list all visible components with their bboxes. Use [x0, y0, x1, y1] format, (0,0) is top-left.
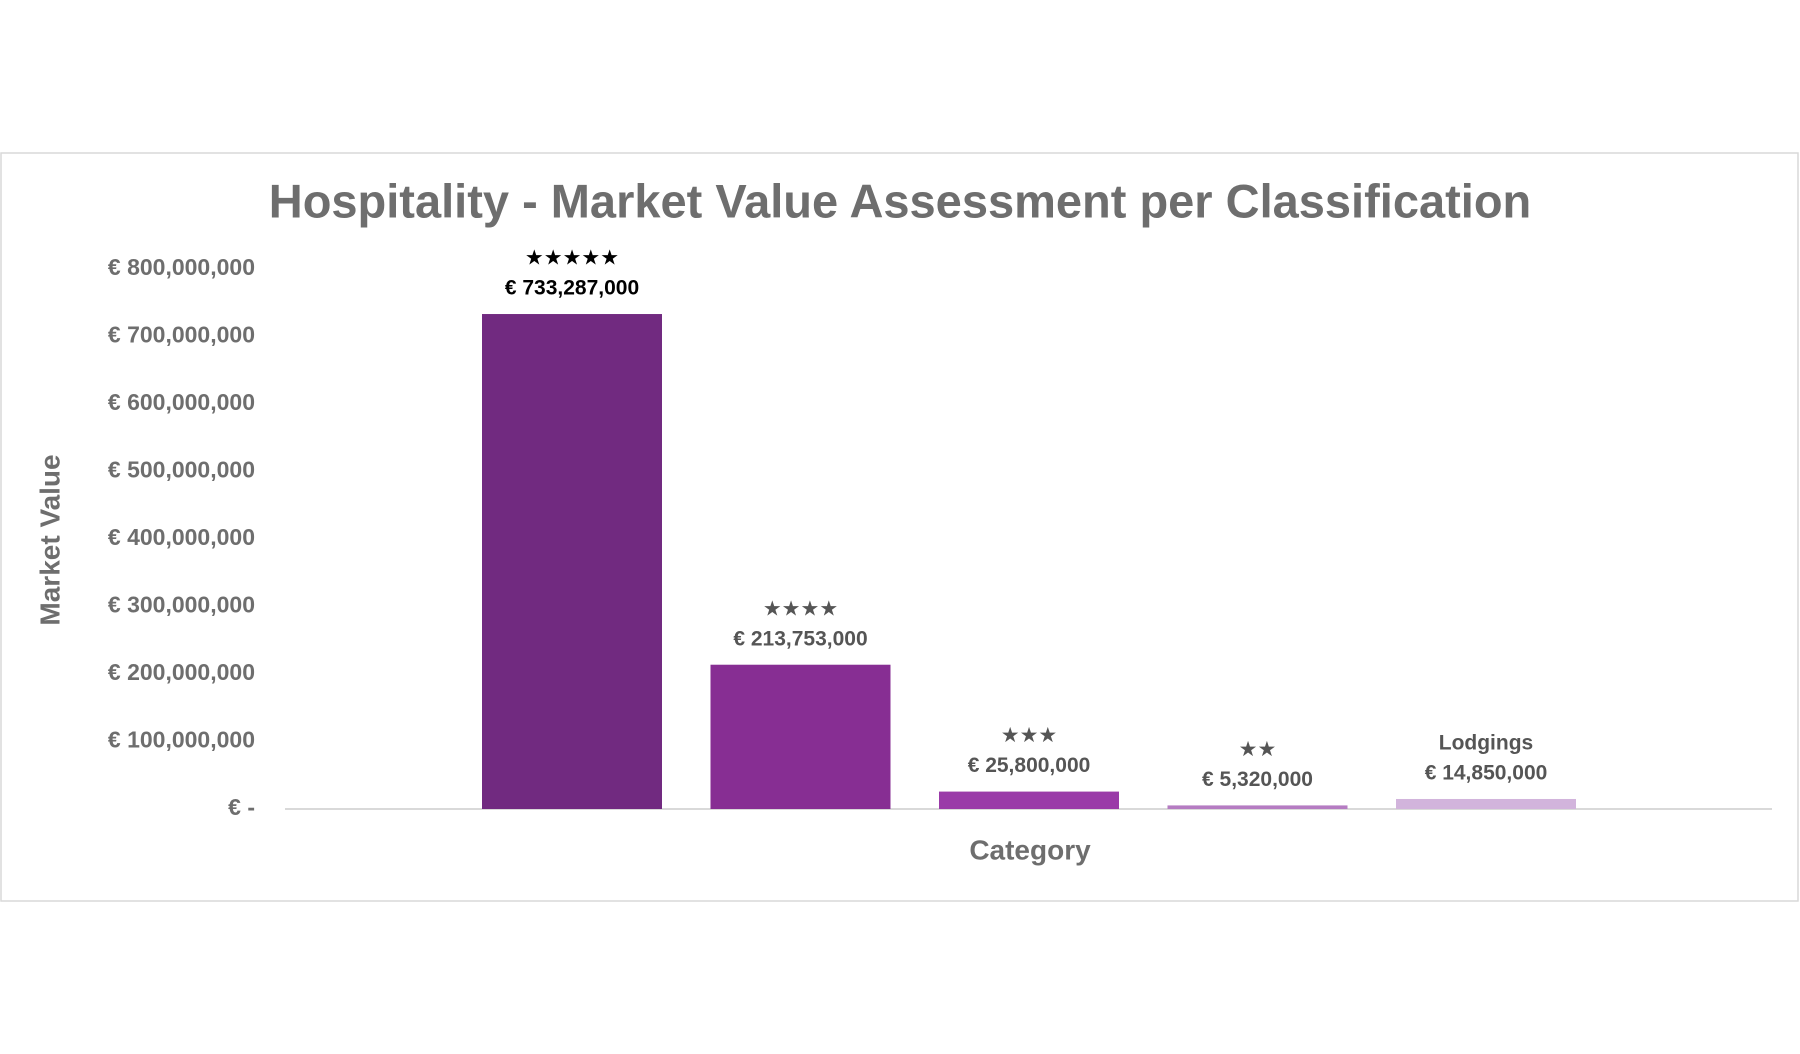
value-label: € 733,287,000 [505, 277, 639, 300]
category-label: ★★ [1239, 738, 1277, 761]
bar [1396, 798, 1576, 809]
bar [482, 314, 662, 809]
y-tick-label: € - [228, 794, 255, 820]
y-tick-label: € 800,000,000 [108, 254, 255, 280]
bar [939, 791, 1119, 809]
chart-title: Hospitality - Market Value Assessment pe… [269, 174, 1531, 227]
value-label: € 5,320,000 [1202, 768, 1313, 791]
value-label: € 14,850,000 [1425, 762, 1548, 785]
y-tick-label: € 200,000,000 [108, 659, 255, 685]
category-label: ★★★ [1001, 724, 1057, 747]
y-tick-label: € 300,000,000 [108, 592, 255, 618]
chart-frame [0, 152, 1799, 902]
category-label: ★★★★★ [525, 247, 619, 270]
category-label: Lodgings [1439, 732, 1533, 755]
y-tick-label: € 500,000,000 [108, 457, 255, 483]
y-tick-label: € 700,000,000 [108, 322, 255, 348]
y-tick-label: € 100,000,000 [108, 727, 255, 753]
category-label: ★★★★ [763, 597, 838, 620]
bar [710, 664, 891, 809]
y-axis-title: Market Value [34, 454, 65, 625]
value-label: € 213,753,000 [733, 627, 867, 650]
x-axis-title: Category [969, 834, 1091, 865]
y-tick-label: € 600,000,000 [108, 389, 255, 415]
value-label: € 25,800,000 [968, 754, 1091, 777]
y-tick-label: € 400,000,000 [108, 524, 255, 550]
bar [1167, 805, 1348, 809]
